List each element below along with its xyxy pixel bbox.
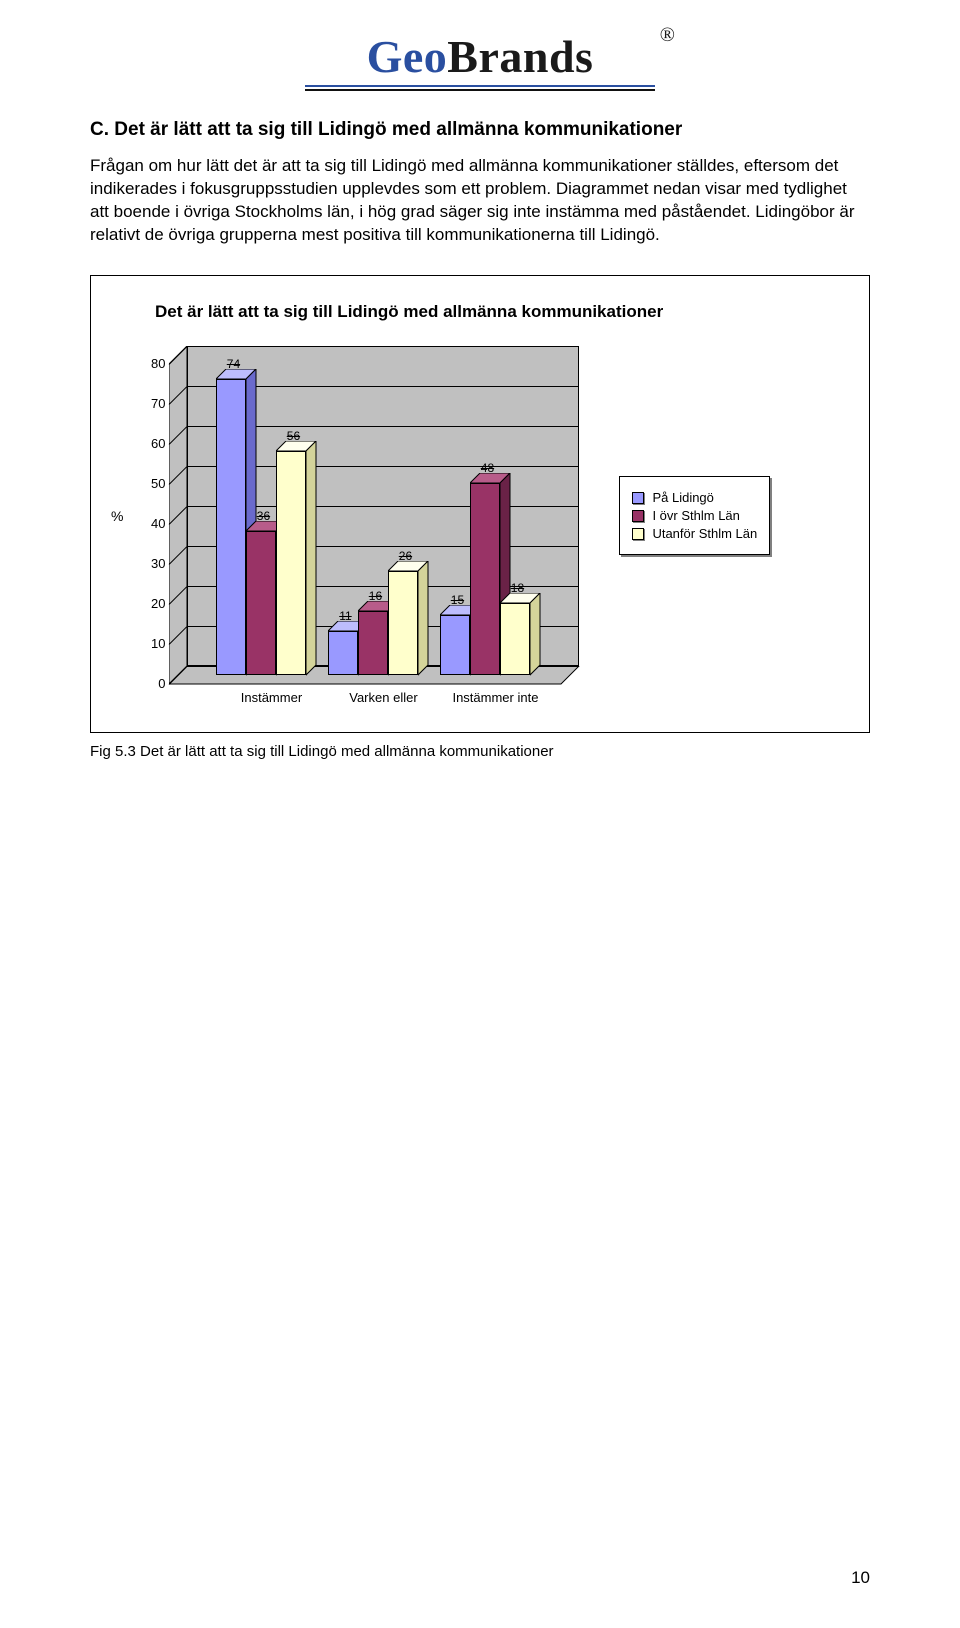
y-tick-label: 10 (133, 636, 165, 651)
bar-value-label: 11 (330, 609, 360, 623)
bar (276, 451, 306, 675)
bar (216, 379, 246, 675)
bar (388, 571, 418, 675)
bar-value-label: 36 (248, 509, 278, 523)
bar (328, 631, 358, 675)
y-tick-label: 40 (133, 516, 165, 531)
bar (246, 531, 276, 675)
bar-value-label: 15 (442, 593, 472, 607)
logo: GeoBrands ® (90, 30, 870, 91)
legend-item: På Lidingö (632, 490, 757, 505)
legend-swatch (632, 492, 644, 504)
y-tick-label: 30 (133, 556, 165, 571)
registered-icon: ® (660, 24, 675, 47)
legend-item: Utanför Sthlm Län (632, 526, 757, 541)
bar (500, 603, 530, 675)
bar (418, 561, 430, 677)
x-tick-label: Varken eller (323, 690, 443, 705)
bar-value-label: 18 (502, 581, 532, 595)
y-tick-label: 0 (133, 676, 165, 691)
section-heading: C. Det är lätt att ta sig till Lidingö m… (90, 119, 870, 141)
chart-canvas: 0 10 20 30 40 50 60 70 80 Instämmer 74 36 56 Varken e… (129, 346, 599, 706)
legend-swatch (632, 510, 644, 522)
y-tick-label: 50 (133, 476, 165, 491)
legend-swatch (632, 528, 644, 540)
page-number: 10 (851, 1568, 870, 1588)
bar-value-label: 16 (360, 589, 390, 603)
logo-part1: Geo (367, 31, 448, 82)
bar-value-label: 26 (390, 549, 420, 563)
bar (358, 611, 388, 675)
bar (470, 483, 500, 675)
legend-item: I övr Sthlm Län (632, 508, 757, 523)
chart-legend: På Lidingö I övr Sthlm Län Utanför Sthlm L… (619, 476, 770, 555)
y-tick-label: 60 (133, 436, 165, 451)
bar (530, 593, 542, 677)
legend-label: På Lidingö (652, 490, 713, 505)
y-tick-label: 70 (133, 396, 165, 411)
x-tick-label: Instämmer inte (435, 690, 555, 705)
bar-value-label: 48 (472, 461, 502, 475)
bar (440, 615, 470, 675)
y-tick-label: 80 (133, 356, 165, 371)
bar (306, 441, 318, 677)
legend-label: Utanför Sthlm Län (652, 526, 757, 541)
y-tick-label: 20 (133, 596, 165, 611)
chart-title: Det är lätt att ta sig till Lidingö med … (155, 302, 849, 322)
gridline (187, 346, 579, 347)
bar-value-label: 56 (278, 429, 308, 443)
logo-part2: Brands (447, 31, 593, 82)
bar-value-label: 74 (218, 357, 248, 371)
chart-container: Det är lätt att ta sig till Lidingö med … (90, 275, 870, 733)
body-paragraph: Frågan om hur lätt det är att ta sig til… (90, 155, 870, 247)
figure-caption: Fig 5.3 Det är lätt att ta sig till Lidi… (90, 743, 870, 760)
x-tick-label: Instämmer (211, 690, 331, 705)
legend-label: I övr Sthlm Län (652, 508, 739, 523)
y-axis-label: % (111, 508, 123, 524)
